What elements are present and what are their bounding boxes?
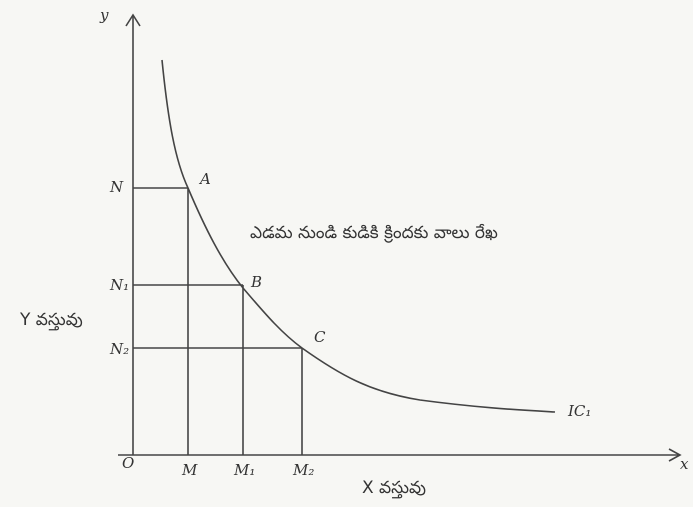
x-arrow	[668, 448, 682, 462]
x-mark: M	[181, 461, 198, 479]
axis-label: y	[99, 6, 109, 24]
point-label: B	[250, 273, 262, 291]
y-arrow	[125, 13, 141, 27]
origin-label: O	[122, 454, 134, 472]
y-mark: N₁	[109, 276, 129, 294]
x-title: X వస్తువు	[362, 478, 426, 499]
y-title: Y వస్తువు	[19, 310, 83, 331]
y-mark: N	[109, 178, 124, 196]
point-label: A	[198, 170, 211, 188]
y-mark: N₂	[109, 340, 129, 358]
caption: ఎడమ నుండి కుడికి క్రిందకు వాలు రేఖ	[250, 223, 498, 243]
curve-label: IC₁	[567, 402, 591, 420]
x-mark: M₁	[233, 461, 255, 479]
x-mark: M₂	[292, 461, 314, 479]
point-label: C	[314, 328, 326, 346]
axis-label: x	[680, 455, 689, 473]
indifference-curve	[161, 59, 556, 413]
